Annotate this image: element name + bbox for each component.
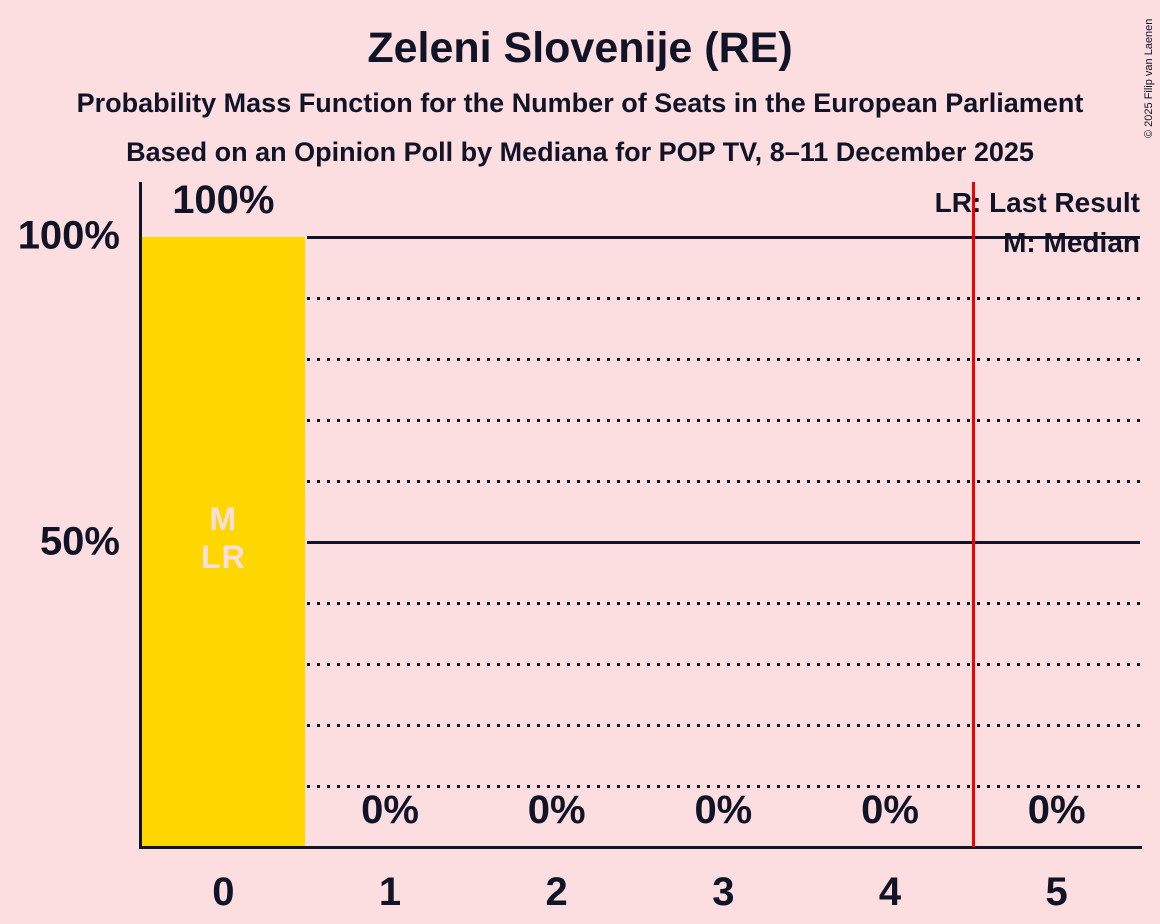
median-lastresult-annotation: M LR: [140, 500, 307, 576]
xaxis-tick-4: 4: [878, 870, 902, 914]
bar-value-label-0: 100%: [172, 178, 275, 222]
annotation-line-lr: LR: [201, 539, 246, 575]
xaxis-tick-1: 1: [378, 870, 402, 914]
chart-title: Zeleni Slovenije (RE): [367, 24, 793, 72]
gridline-30pct: [306, 662, 1140, 666]
chart-subtitle: Probability Mass Function for the Number…: [76, 88, 1084, 118]
legend-median: M: Median: [1003, 227, 1140, 258]
annotation-line-m: M: [209, 501, 238, 537]
threshold-marker-line: [971, 182, 975, 847]
bar-value-label-5: 0%: [1027, 788, 1086, 832]
gridline-10pct: [306, 784, 1140, 788]
plot-area: 100% 0 0% 1 0% 2 0% 3 0% 4 0% 5 M LR: [138, 178, 1142, 914]
xaxis-tick-3: 3: [712, 870, 735, 914]
x-axis-line: [138, 845, 1142, 849]
y-axis-line: [138, 182, 142, 847]
gridline-80pct: [306, 357, 1140, 361]
xaxis-tick-5: 5: [1045, 870, 1068, 914]
xaxis-tick-0: 0: [212, 870, 235, 914]
gridline-50pct: [306, 540, 1140, 544]
chart-subtitle-poll: Based on an Opinion Poll by Mediana for …: [126, 137, 1034, 167]
gridline-90pct: [306, 296, 1140, 300]
bar-value-label-4: 0%: [861, 788, 919, 832]
gridline-20pct: [306, 723, 1140, 727]
bar-value-label-2: 0%: [527, 788, 586, 832]
gridline-70pct: [306, 418, 1140, 422]
copyright-notice: © 2025 Filip van Laenen: [1143, 8, 1157, 138]
legend-last-result: LR: Last Result: [934, 187, 1140, 218]
copyright-text: © 2025 Filip van Laenen: [1143, 18, 1155, 138]
yaxis-label-100: 100%: [17, 213, 120, 258]
bar-value-label-3: 0%: [694, 788, 753, 832]
gridline-40pct: [306, 601, 1140, 605]
gridline-100pct: [306, 235, 1140, 239]
bar-seats-0: [141, 237, 306, 847]
bar-value-label-1: 0%: [361, 788, 419, 832]
yaxis-label-50: 50%: [39, 519, 120, 564]
xaxis-tick-2: 2: [545, 870, 568, 914]
gridline-60pct: [306, 479, 1140, 483]
